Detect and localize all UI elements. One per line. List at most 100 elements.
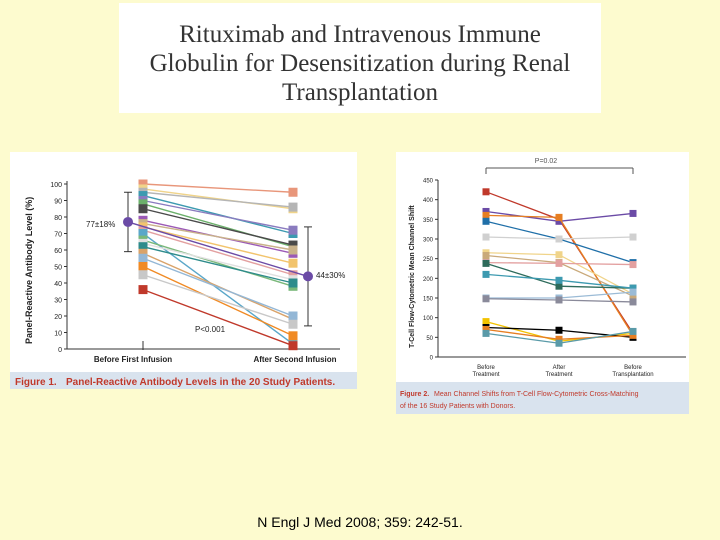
figure-2-point	[629, 298, 637, 306]
figure-1-y-tick-label: 30	[54, 298, 62, 305]
figure-2-point	[482, 233, 490, 241]
title-box: Rituximab and Intravenous Immune Globuli…	[119, 3, 601, 113]
figure-1-y-tick-label: 10	[54, 331, 62, 338]
figure-1-series-line	[142, 191, 294, 208]
figure-1-point	[138, 285, 148, 295]
figure-2-point	[555, 326, 563, 334]
figure-1-series-line	[142, 226, 294, 264]
citation: N Engl J Med 2008; 359: 242-51.	[257, 514, 463, 530]
figure-2-chart: T-Cell Flow-Cytometric Mean Channel Shif…	[396, 158, 689, 414]
figure-1-mean-before-label: 77±18%	[86, 220, 115, 229]
figure-2-pvalue: P=0.02	[535, 158, 557, 165]
figure-1-y-tick-label: 20	[54, 314, 62, 321]
figure-2-y-tick-label: 150	[423, 297, 434, 303]
figure-2-point	[555, 282, 563, 290]
figure-2-xlabel: After	[553, 365, 566, 371]
figure-1-mean-before-marker	[123, 216, 133, 227]
figure-2-point	[555, 296, 563, 304]
figure-2-point	[629, 331, 637, 339]
figure-2-point	[482, 207, 490, 215]
figure-1-point	[138, 253, 148, 263]
figure-2-y-tick-label: 300	[423, 238, 434, 244]
figure-2-point	[555, 339, 563, 347]
figure-2-point	[555, 276, 563, 284]
figure-1-point	[288, 258, 298, 268]
figure-2-caption-band	[396, 382, 689, 414]
figure-1-point	[288, 202, 298, 212]
figure-2-y-tick-label: 250	[423, 257, 434, 263]
figure-1-point	[288, 240, 298, 250]
figure-1-series-line	[142, 239, 294, 287]
figure-1-series-line	[142, 288, 294, 347]
figure-1-series-line	[142, 242, 294, 281]
figure-1-point	[288, 187, 298, 197]
figure-2-point	[482, 329, 490, 337]
figure-2-point	[629, 292, 637, 300]
figure-1-point	[288, 225, 298, 235]
figure-2-caption-line-1: Mean Channel Shifts from T-Cell Flow-Cyt…	[434, 391, 639, 398]
figure-1-y-tick-label: 40	[54, 281, 62, 288]
figure-1: Panel-Reactive Antibody Level (%) Figure…	[10, 152, 357, 389]
figure-1-caption-label: Figure 1.	[15, 377, 57, 388]
figure-1-point	[288, 319, 298, 329]
figure-2-xlabel: Before	[477, 365, 495, 371]
figure-2-point	[482, 211, 490, 219]
figure-1-series-line	[142, 229, 294, 276]
figure-1-series-line	[142, 246, 294, 284]
figure-1-point	[138, 242, 148, 252]
figure-1-series-line	[142, 188, 294, 210]
figure-2-point	[629, 233, 637, 241]
figure-1-point	[288, 311, 298, 321]
figure-1-point	[138, 248, 148, 258]
figure-1-point	[288, 245, 298, 255]
figure-2-point	[555, 335, 563, 343]
figure-1-point	[138, 270, 148, 280]
figure-2-point	[482, 318, 490, 326]
figure-1-caption-text: Panel-Reactive Antibody Levels in the 20…	[66, 377, 335, 388]
figure-2-y-tick-label: 100	[423, 316, 434, 322]
figure-1-point	[288, 341, 298, 351]
figure-1-y-tick-label: 80	[54, 215, 62, 222]
figure-1-point	[138, 179, 148, 189]
figure-2-xlabel: Treatment	[472, 372, 499, 378]
figure-1-point	[138, 262, 148, 271]
figure-2-point	[555, 251, 563, 259]
figure-1-series-line	[142, 183, 294, 193]
figure-2-xlabel: Before	[624, 365, 642, 371]
figure-2-point	[629, 209, 637, 217]
figure-1-xlabel-0: Before First Infusion	[94, 355, 172, 364]
figure-2-point	[482, 295, 490, 303]
figure-1-series-line	[142, 274, 294, 325]
figure-2-point	[629, 327, 637, 335]
figure-2-caption-line-2: of the 16 Study Patients with Donors.	[400, 403, 515, 410]
figure-1-mean-line	[127, 221, 309, 278]
figure-2-y-tick-label: 0	[430, 356, 434, 362]
figure-2-point	[629, 261, 637, 269]
figure-2-y-tick-label: 450	[423, 179, 434, 185]
figure-1-y-tick-label: 90	[54, 199, 62, 206]
figure-2-point	[555, 213, 563, 221]
figure-2-ylabel: T-Cell Flow-Cytometric Mean Channel Shif…	[409, 205, 416, 348]
figure-1-pvalue: P<0.001	[195, 325, 226, 334]
figure-1-series-line	[142, 222, 294, 251]
title-line-1: Rituximab and Intravenous Immune	[179, 21, 541, 48]
figure-1-series-line	[142, 265, 294, 337]
figure-1-mean-after-marker	[303, 271, 313, 282]
figure-1-xlabel-1: After Second Infusion	[253, 355, 336, 364]
figure-2-point	[482, 188, 490, 196]
figure-1-point	[138, 199, 148, 209]
figure-2-point	[482, 217, 490, 225]
figure-1-series-line	[142, 194, 294, 235]
figure-1-series-line	[142, 252, 294, 320]
figure-2-point	[482, 252, 490, 260]
figure-2-caption-label: Figure 2.	[400, 391, 429, 398]
figure-1-point	[288, 331, 298, 341]
figure-1-y-tick-label: 60	[54, 248, 62, 255]
figure-2-xlabel: Transplantation	[612, 372, 653, 378]
figure-1-point	[288, 278, 298, 288]
figure-2-point	[555, 259, 563, 267]
figure-2-point	[629, 288, 637, 296]
figure-2: T-Cell Flow-Cytometric Mean Channel Shif…	[396, 152, 689, 414]
figure-1-mean-after-label: 44±30%	[316, 271, 345, 280]
title-line-2: Globulin for Desensitization during Rena…	[149, 50, 571, 77]
